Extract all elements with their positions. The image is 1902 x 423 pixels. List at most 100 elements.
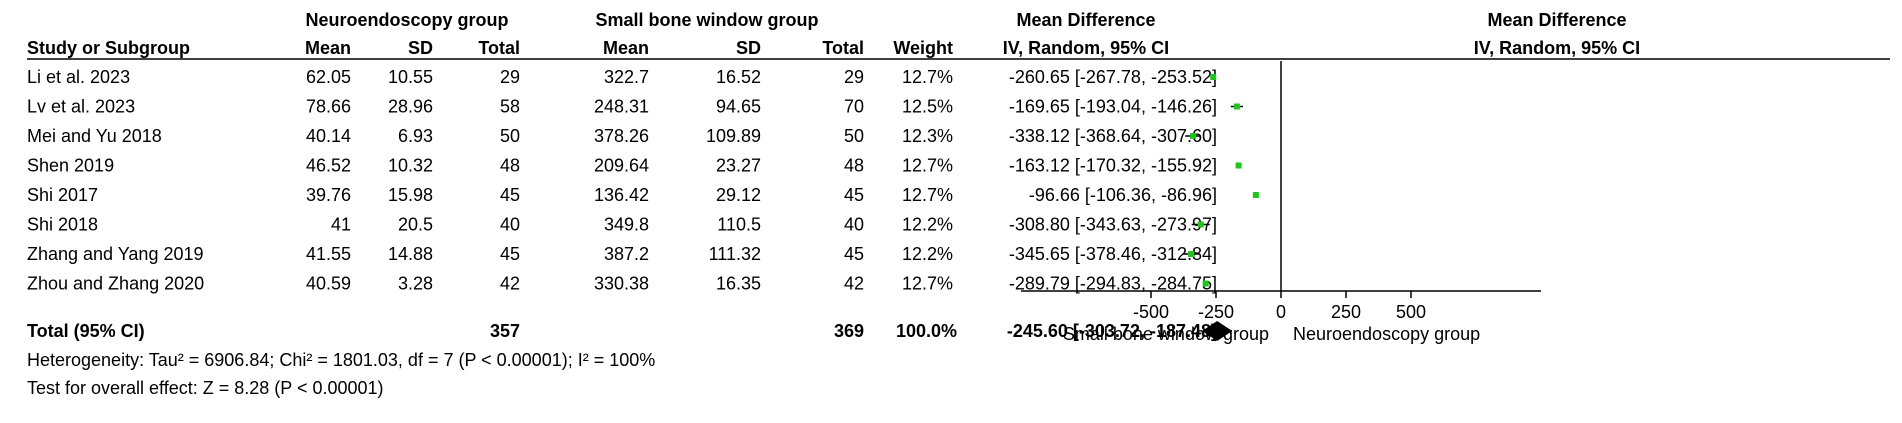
total-total2: 369 <box>834 321 864 341</box>
study-name: Shen 2019 <box>27 156 114 176</box>
sd2-value: 111.32 <box>709 244 761 264</box>
weight-value: 12.7% <box>902 156 953 176</box>
x-tick-label: 500 <box>1396 302 1426 322</box>
total-total1: 357 <box>490 321 520 341</box>
ci-text-value: -308.80 [-343.63, -273.97] <box>1009 215 1217 235</box>
mean2-value: 322.7 <box>604 67 649 87</box>
study-name: Li et al. 2023 <box>27 67 130 87</box>
x-label-right: Neuroendoscopy group <box>1293 324 1480 344</box>
study-name: Shi 2017 <box>27 185 98 205</box>
header-weight: Weight <box>893 38 953 58</box>
study-marker <box>1188 251 1195 257</box>
sd2-value: 94.65 <box>716 97 761 117</box>
table-row: Shi 2017 39.76 15.98 45 136.42 29.12 45 12.7% -9… <box>27 185 1217 205</box>
mean1-value: 41 <box>331 215 351 235</box>
header-md-plot: Mean Difference <box>1487 10 1626 30</box>
mean1-value: 78.66 <box>306 97 351 117</box>
sd1-value: 15.98 <box>388 185 433 205</box>
total1-value: 40 <box>500 215 520 235</box>
weight-value: 12.7% <box>902 67 953 87</box>
total2-value: 42 <box>844 274 864 294</box>
sd2-value: 29.12 <box>716 185 761 205</box>
mean1-value: 39.76 <box>306 185 351 205</box>
study-marker <box>1233 103 1240 110</box>
total2-value: 70 <box>844 97 864 117</box>
total2-value: 29 <box>844 67 864 87</box>
total1-value: 58 <box>500 97 520 117</box>
mean2-value: 349.8 <box>604 215 649 235</box>
study-name: Shi 2018 <box>27 215 98 235</box>
total2-value: 48 <box>844 156 864 176</box>
total1-value: 42 <box>500 274 520 294</box>
study-name: Zhou and Zhang 2020 <box>27 274 204 294</box>
header-mean1: Mean <box>305 38 351 58</box>
weight-value: 12.5% <box>902 97 953 117</box>
x-tick-label: -250 <box>1198 302 1234 322</box>
weight-value: 12.2% <box>902 244 953 264</box>
sd2-value: 109.89 <box>706 126 761 146</box>
header-sd1: SD <box>408 38 433 58</box>
sd2-value: 16.35 <box>716 274 761 294</box>
x-tick-label: 0 <box>1276 302 1286 322</box>
study-marker <box>1210 74 1217 80</box>
table-row: Shi 2018 41 20.5 40 349.8 110.5 40 12.2% -308.80… <box>27 215 1217 235</box>
mean1-value: 40.14 <box>306 126 351 146</box>
header-sd2: SD <box>736 38 761 58</box>
table-row: Lv et al. 2023 78.66 28.96 58 248.31 94.65 70 1… <box>27 97 1217 117</box>
overall-effect-text: Test for overall effect: Z = 8.28 (P < 0… <box>27 378 384 398</box>
table-row: Zhang and Yang 2019 41.55 14.88 45 387.2 111.… <box>27 244 1217 264</box>
sd1-value: 6.93 <box>398 126 433 146</box>
total-label: Total (95% CI) <box>27 321 145 341</box>
table-row: Shen 2019 46.52 10.32 48 209.64 23.27 48 12.7% -… <box>27 156 1217 176</box>
x-tick-label: 250 <box>1331 302 1361 322</box>
header-mean2: Mean <box>603 38 649 58</box>
sd1-value: 14.88 <box>388 244 433 264</box>
total1-value: 45 <box>500 244 520 264</box>
mean2-value: 330.38 <box>594 274 649 294</box>
header-group1: Neuroendoscopy group <box>305 10 508 30</box>
table-body: Li et al. 2023 62.05 10.55 29 322.7 16.52 29 12… <box>27 67 1217 294</box>
header-method-table: IV, Random, 95% CI <box>1003 38 1169 58</box>
sd2-value: 16.52 <box>716 67 761 87</box>
header-total2: Total <box>822 38 864 58</box>
ci-text-value: -345.65 [-378.46, -312.84] <box>1009 244 1217 264</box>
mean1-value: 46.52 <box>306 156 351 176</box>
total1-value: 48 <box>500 156 520 176</box>
total1-value: 50 <box>500 126 520 146</box>
ci-text-value: -338.12 [-368.64, -307.60] <box>1009 126 1217 146</box>
table-row: Zhou and Zhang 2020 40.59 3.28 42 330.38 16.3… <box>27 274 1217 294</box>
total2-value: 45 <box>844 185 864 205</box>
sd1-value: 28.96 <box>388 97 433 117</box>
study-marker <box>1202 280 1209 287</box>
heterogeneity-text: Heterogeneity: Tau² = 6906.84; Chi² = 18… <box>27 350 655 370</box>
table-row: Mei and Yu 2018 40.14 6.93 50 378.26 109.89 50… <box>27 126 1217 146</box>
mean2-value: 387.2 <box>604 244 649 264</box>
ci-text-value: -163.12 [-170.32, -155.92] <box>1009 156 1217 176</box>
ci-text-value: -289.79 [-294.83, -284.75] <box>1009 274 1217 294</box>
header-study: Study or Subgroup <box>27 38 190 58</box>
sd1-value: 10.32 <box>388 156 433 176</box>
mean2-value: 378.26 <box>594 126 649 146</box>
study-marker <box>1190 133 1197 139</box>
weight-value: 12.3% <box>902 126 953 146</box>
total1-value: 29 <box>500 67 520 87</box>
ci-text-value: -260.65 [-267.78, -253.52] <box>1009 67 1217 87</box>
sd2-value: 23.27 <box>716 156 761 176</box>
mean2-value: 248.31 <box>594 97 649 117</box>
sd1-value: 20.5 <box>398 215 433 235</box>
x-label-left: Small bone window group <box>1063 324 1269 344</box>
x-tick-label: -500 <box>1133 302 1169 322</box>
weight-value: 12.7% <box>902 274 953 294</box>
header-group2: Small bone window group <box>596 10 819 30</box>
pooled-diamond <box>1202 321 1233 341</box>
study-marker <box>1235 162 1242 169</box>
header-total1: Total <box>478 38 520 58</box>
header-md-table: Mean Difference <box>1016 10 1155 30</box>
mean1-value: 41.55 <box>306 244 351 264</box>
mean2-value: 136.42 <box>594 185 649 205</box>
study-marker <box>1252 192 1259 198</box>
sd2-value: 110.5 <box>717 215 761 235</box>
total2-value: 40 <box>844 215 864 235</box>
ci-text-value: -96.66 [-106.36, -86.96] <box>1029 185 1217 205</box>
